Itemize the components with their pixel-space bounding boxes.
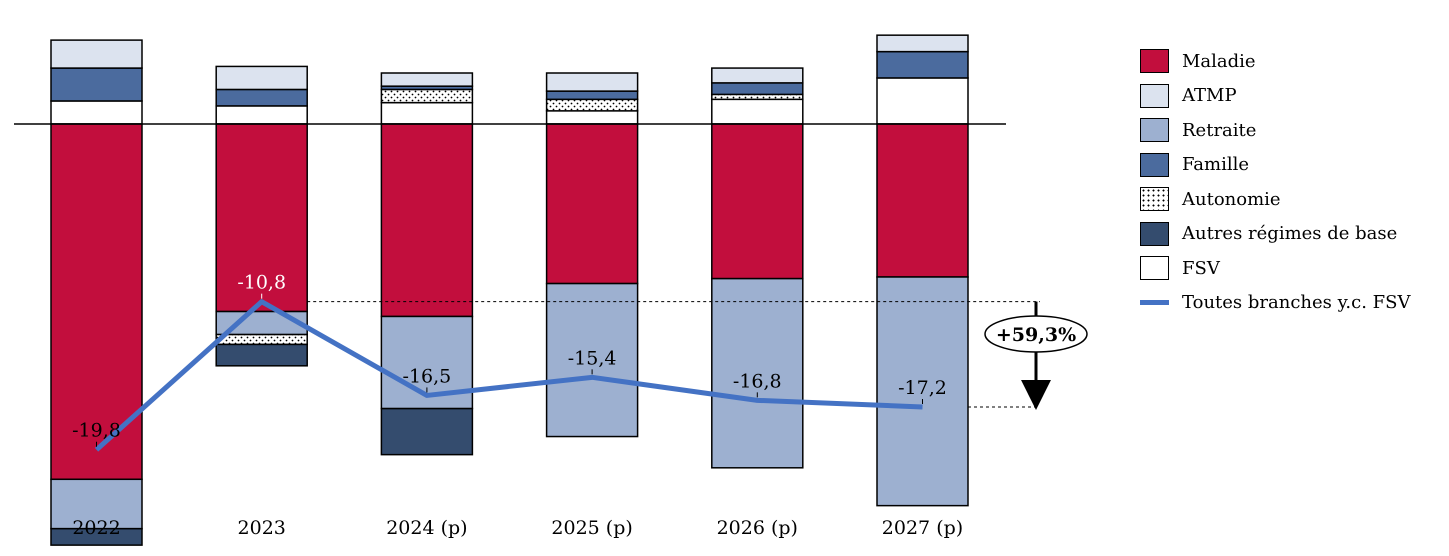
legend-label: ATMP <box>1182 85 1237 107</box>
bar-maladie-4 <box>711 123 804 280</box>
legend-item-total: Toutes branches y.c. FSV <box>1140 286 1410 321</box>
total-value-label: -16,5 <box>403 365 452 387</box>
bars-layer <box>14 34 1006 546</box>
bar-maladie-3 <box>545 123 639 285</box>
x-tick-label: 2022 <box>72 517 120 539</box>
legend-swatch <box>1140 221 1169 246</box>
bar-autres-regimes-de-base-1 <box>215 343 308 367</box>
bar-atmp-3 <box>545 72 639 92</box>
legend-item-autonomie: Autonomie <box>1140 182 1410 217</box>
x-tick-label: 2025 (p) <box>551 517 632 539</box>
bar-atmp-5 <box>876 34 969 53</box>
bar-retraite-5 <box>876 276 969 507</box>
bar-famille-4 <box>711 82 804 96</box>
bar-famille-5 <box>876 50 969 79</box>
annotation-ellipse <box>984 315 1088 353</box>
total-value-label: -10,8 <box>237 272 286 294</box>
bar-fsv-0 <box>50 100 143 125</box>
legend-label: FSV <box>1182 257 1220 279</box>
total-line <box>94 299 923 452</box>
bar-atmp-1 <box>215 65 308 91</box>
legend-swatch <box>1140 187 1169 212</box>
legend: Maladie ATMP Retraite Famille Autonomie Autre… <box>1140 44 1410 320</box>
legend-item-atmp: ATMP <box>1140 79 1410 114</box>
legend-item-autres-regimes-de-base: Autres régimes de base <box>1140 217 1410 252</box>
legend-swatch <box>1140 152 1169 177</box>
legend-line-swatch <box>1140 300 1169 306</box>
bar-autonomie-1 <box>215 333 308 346</box>
bar-retraite-3 <box>545 282 639 438</box>
legend-swatch <box>1140 49 1169 74</box>
bar-maladie-2 <box>380 123 474 318</box>
total-value-label: -19,8 <box>72 420 121 442</box>
bar-autres-regimes-de-base-2 <box>380 407 474 456</box>
total-line-layer <box>94 299 923 452</box>
legend-label: Retraite <box>1182 119 1257 141</box>
legend-item-famille: Famille <box>1140 148 1410 183</box>
bar-famille-1 <box>215 88 308 107</box>
bar-fsv-3 <box>545 110 639 125</box>
bar-autonomie-2 <box>380 88 474 104</box>
bar-retraite-4 <box>711 277 804 469</box>
legend-item-fsv: FSV <box>1140 251 1410 286</box>
bar-fsv-1 <box>215 105 308 125</box>
x-tick-label: 2023 <box>238 517 286 539</box>
x-tick-label: 2026 (p) <box>717 517 798 539</box>
bar-atmp-4 <box>711 67 804 84</box>
bar-famille-3 <box>545 90 639 101</box>
total-value-label: -17,2 <box>898 377 947 399</box>
legend-swatch <box>1140 83 1169 108</box>
bar-autonomie-3 <box>545 98 639 112</box>
bar-fsv-2 <box>380 101 474 125</box>
labels-layer: 2022 2023 2024 (p) 2025 (p) 2026 (p) 2027 (p)… <box>72 272 1088 539</box>
annotation-label: +59,3% <box>996 324 1076 346</box>
legend-swatch <box>1140 118 1169 143</box>
x-tick-label: 2024 (p) <box>386 517 467 539</box>
legend-label: Autres régimes de base <box>1182 223 1398 245</box>
legend-item-retraite: Retraite <box>1140 113 1410 148</box>
legend-label: Famille <box>1182 154 1249 176</box>
legend-label: Maladie <box>1182 50 1256 72</box>
legend-label: Toutes branches y.c. FSV <box>1182 292 1411 314</box>
bar-fsv-5 <box>876 77 969 125</box>
legend-swatch <box>1140 256 1169 281</box>
total-value-label: -16,8 <box>733 370 782 392</box>
bar-famille-0 <box>50 67 143 102</box>
legend-label: Autonomie <box>1182 188 1281 210</box>
total-value-label: -15,4 <box>568 347 617 369</box>
bar-fsv-4 <box>711 98 804 125</box>
x-tick-label: 2027 (p) <box>882 517 963 539</box>
bar-maladie-5 <box>876 123 969 278</box>
bar-atmp-2 <box>380 72 474 87</box>
bar-autres-regimes-de-base-0 <box>50 527 143 546</box>
bar-atmp-0 <box>50 39 143 69</box>
legend-item-maladie: Maladie <box>1140 44 1410 79</box>
